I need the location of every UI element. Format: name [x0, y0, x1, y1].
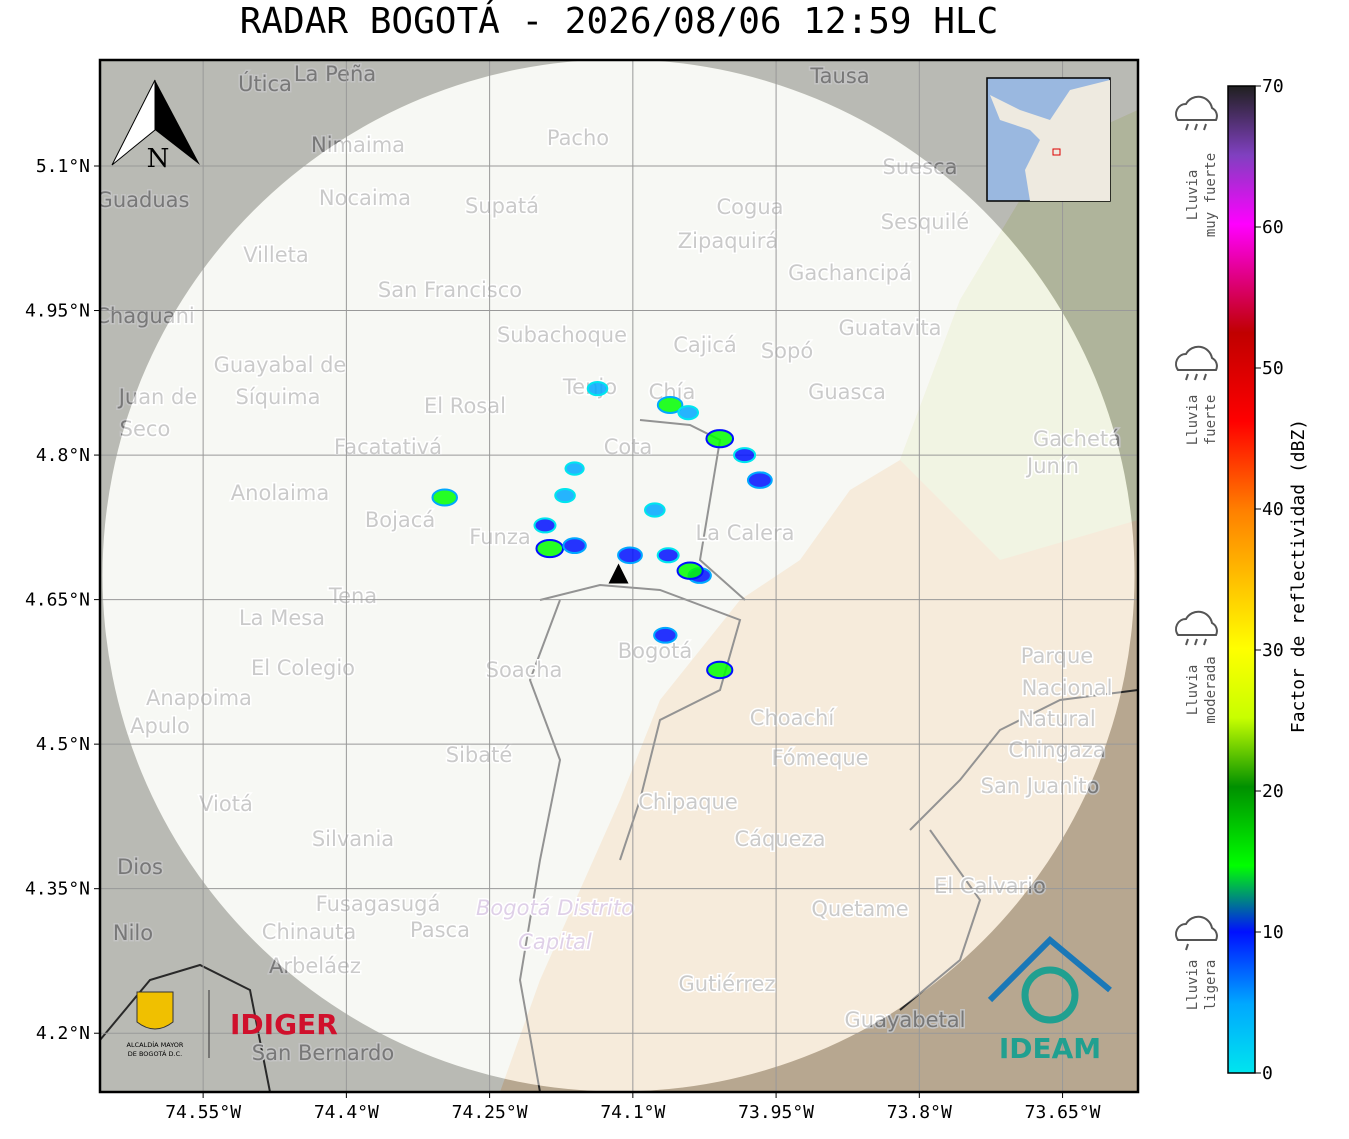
x-tick-label: 74.4°W	[314, 1102, 379, 1123]
colorbar-tick-label: 20	[1262, 781, 1284, 802]
radar-echo	[644, 502, 666, 518]
rain-level-label: Lluvia	[1185, 395, 1201, 446]
rain-drop	[1203, 123, 1207, 131]
rain-level-label: muy fuerte	[1203, 153, 1219, 237]
rain-level-label: ligera	[1203, 960, 1219, 1011]
radar-echo	[586, 380, 609, 397]
rain-drop	[1185, 123, 1189, 131]
y-tick-label: 5.1°N	[36, 156, 90, 177]
logos: ALCALDÍA MAYOR DE BOGOTÁ D.C. IDIGER IDE…	[127, 935, 1112, 1065]
rain-icon	[1175, 610, 1218, 636]
x-tick-label: 73.8°W	[887, 1102, 952, 1123]
y-tick-label: 4.8°N	[36, 445, 90, 466]
x-tick-label: 74.1°W	[600, 1102, 665, 1123]
x-tick-label: 73.95°W	[738, 1102, 814, 1123]
radar-echo	[562, 537, 587, 555]
place-label: Nilo	[113, 921, 153, 945]
place-label: Dios	[117, 855, 163, 879]
radar-echo	[431, 488, 458, 507]
rain-drop	[1185, 638, 1189, 646]
logo-idiger: IDIGER	[230, 1008, 338, 1041]
x-tick-label: 73.65°W	[1025, 1102, 1101, 1123]
rain-level-label: moderada	[1203, 656, 1219, 723]
radar-echo	[564, 461, 585, 476]
radar-echo	[676, 561, 704, 580]
y-tick-label: 4.5°N	[36, 734, 90, 755]
radar-echo	[535, 538, 565, 559]
radar-echo	[706, 660, 734, 680]
rain-drop	[1185, 943, 1189, 951]
y-tick-label: 4.35°N	[25, 879, 90, 900]
radar-echo	[677, 405, 700, 421]
rain-level-label: Lluvia	[1185, 170, 1201, 221]
colorbar-tick-label: 0	[1262, 1063, 1273, 1084]
place-label: La Peña	[294, 62, 376, 86]
inset-map	[986, 77, 1111, 202]
inset-land	[990, 80, 1110, 201]
rain-level-label: Lluvia	[1185, 665, 1201, 716]
rain-drop	[1203, 638, 1207, 646]
title: RADAR BOGOTÁ - 2026/08/06 12:59 HLC	[240, 0, 999, 42]
x-tick-label: 74.25°W	[452, 1102, 528, 1123]
rain-icon	[1175, 95, 1218, 121]
x-tick-label: 74.55°W	[165, 1102, 241, 1123]
rain-level-label: Lluvia	[1185, 960, 1201, 1011]
map-frame	[98, 58, 1140, 1094]
logo-shield	[136, 991, 174, 1030]
inset-marker	[1052, 148, 1061, 156]
logo-text: ALCALDÍA MAYOR	[127, 1040, 184, 1049]
radar-echo	[653, 626, 678, 644]
rain-drop	[1194, 373, 1198, 381]
radar-echo	[554, 487, 576, 504]
radar-echo	[617, 546, 643, 565]
radar-echo	[533, 517, 557, 534]
rain-icon	[1175, 915, 1218, 941]
y-tick-label: 4.2°N	[36, 1023, 90, 1044]
colorbar-tick-label: 50	[1262, 358, 1284, 379]
rain-drop	[1203, 373, 1207, 381]
rain-drop	[1194, 123, 1198, 131]
colorbar-tick-label: 40	[1262, 499, 1284, 520]
place-label: San Bernardo	[252, 1041, 394, 1065]
colorbar-tick-label: 70	[1262, 76, 1284, 97]
radar-echo	[656, 547, 680, 564]
logo-roof	[987, 935, 1112, 1003]
colorbar-label: Factor de reflectividad (dBZ)	[1288, 419, 1309, 733]
y-tick-label: 4.65°N	[25, 590, 90, 611]
logo-text: DE BOGOTÁ D.C.	[128, 1049, 182, 1058]
rain-drop	[1194, 638, 1198, 646]
radar-site	[608, 563, 629, 584]
place-label: Tausa	[809, 64, 869, 88]
logo-swirl	[1021, 966, 1079, 1024]
north-label: N	[147, 144, 170, 174]
radar-echo	[705, 429, 735, 449]
colorbar-tick-label: 10	[1262, 922, 1284, 943]
colorbar-tick-label: 60	[1262, 217, 1284, 238]
logo-ideam: IDEAM	[999, 1032, 1101, 1065]
rain-drop	[1185, 373, 1189, 381]
place-label: Útica	[238, 71, 292, 96]
y-tick-label: 4.95°N	[25, 301, 90, 322]
radar-echo	[656, 395, 684, 414]
colorbar	[1227, 85, 1256, 1074]
radar-echo	[746, 471, 773, 489]
colorbar-tick-label: 30	[1262, 640, 1284, 661]
radar-echo	[733, 447, 757, 464]
north-arrow: N	[111, 79, 200, 174]
rain-level-label: fuerte	[1203, 395, 1219, 446]
place-label: Guaduas	[97, 188, 190, 212]
rain-icon	[1175, 345, 1218, 371]
